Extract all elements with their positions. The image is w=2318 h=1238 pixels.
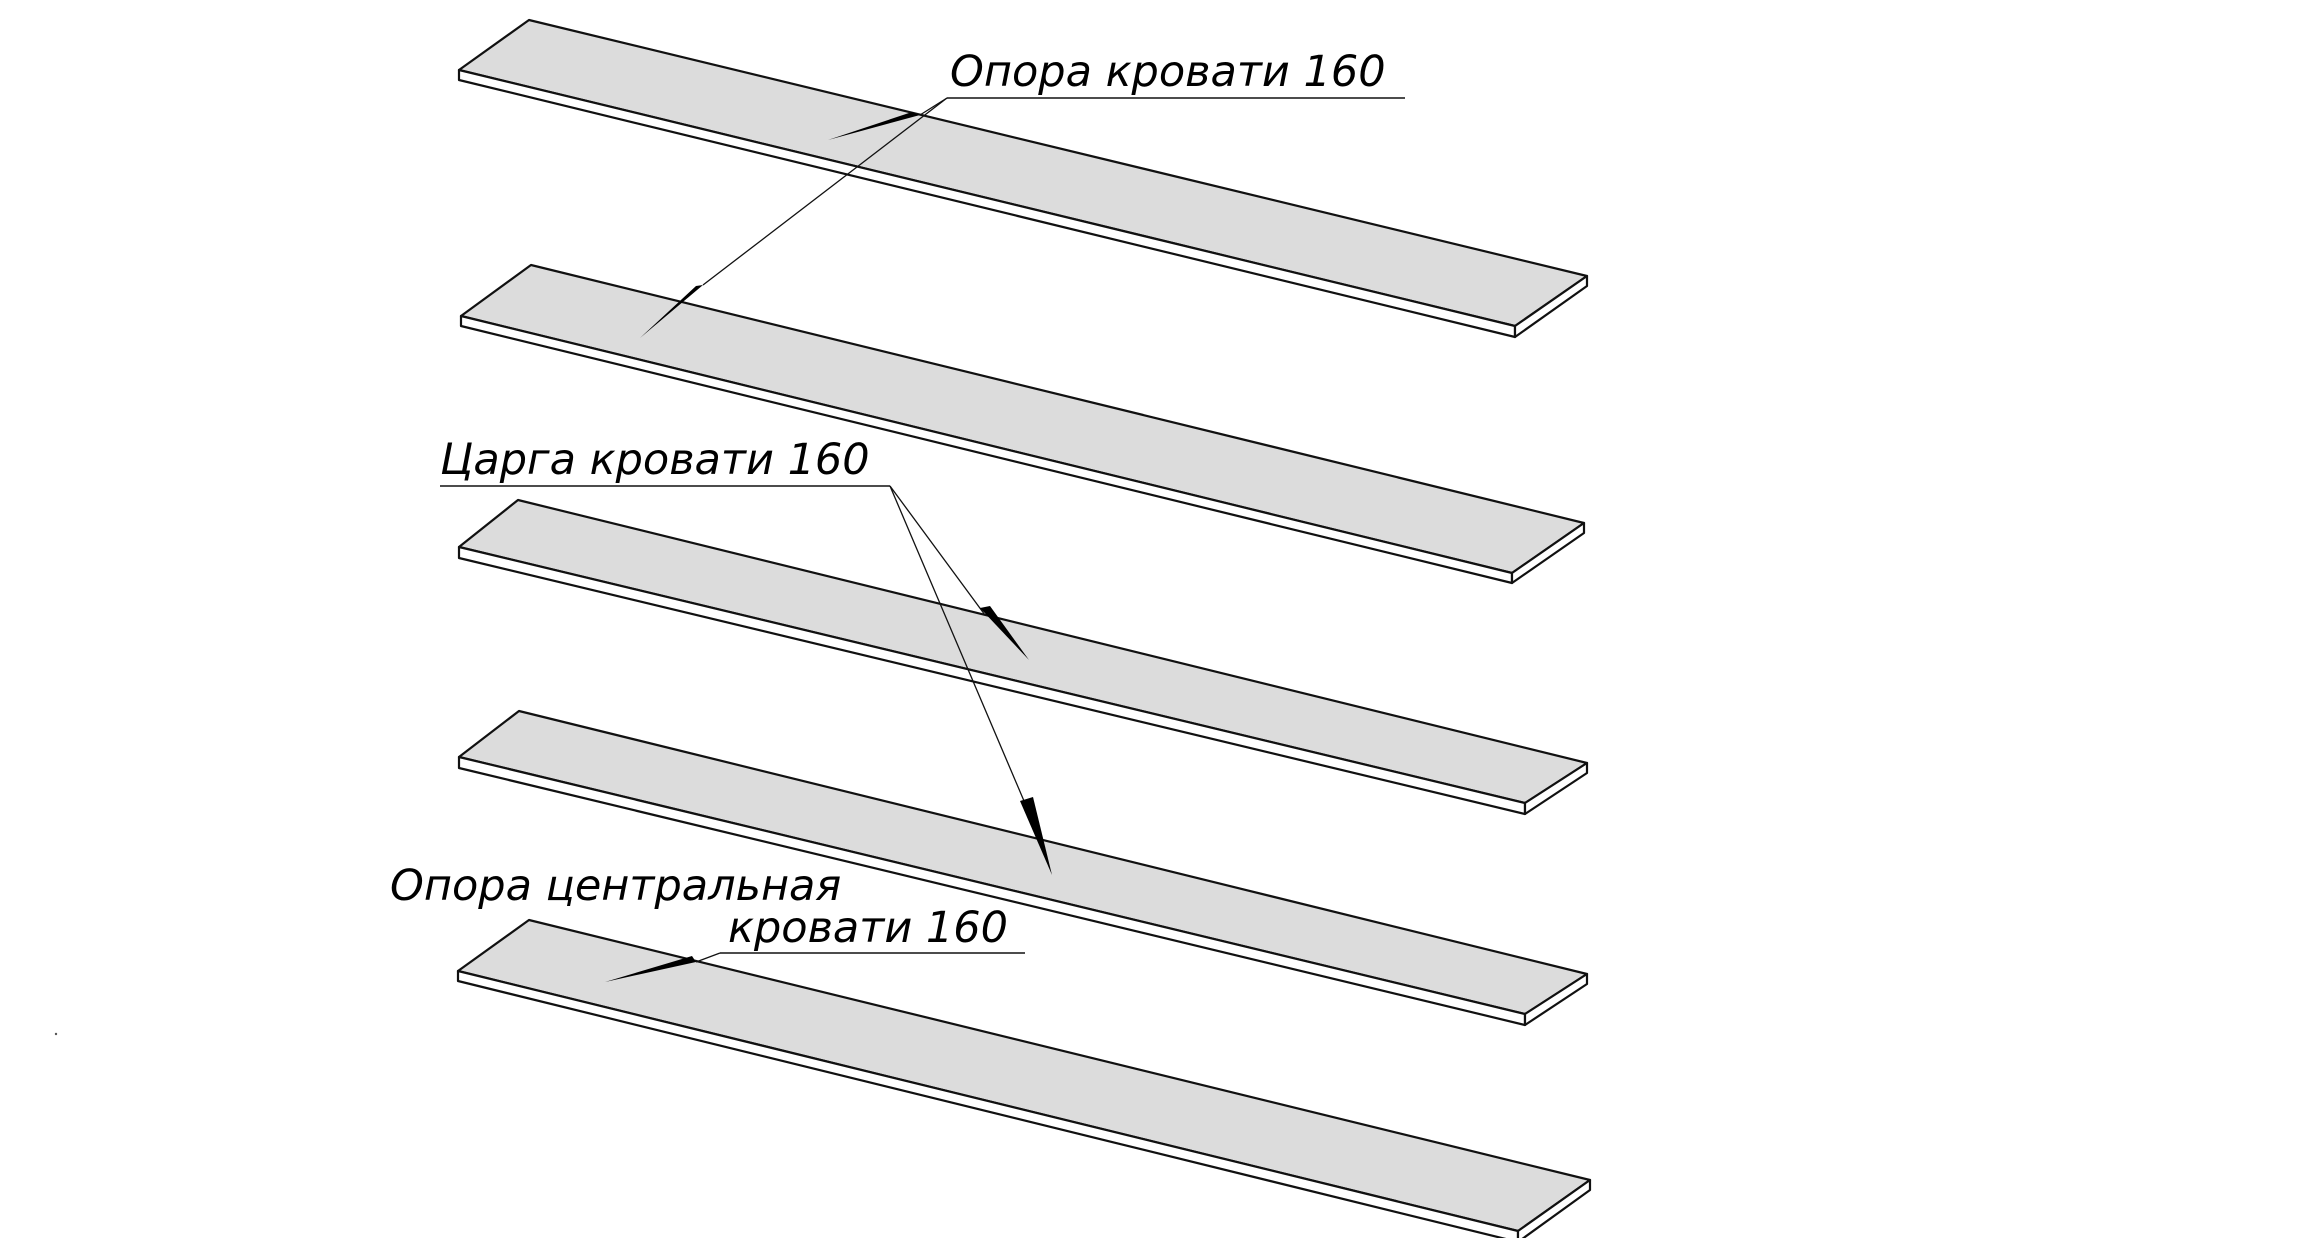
arrowhead xyxy=(640,285,703,338)
leader-line xyxy=(889,485,986,616)
callout-center-support: Опора центральная кровати 160 xyxy=(390,861,1025,982)
plank-4 xyxy=(457,709,1589,1027)
plank-2 xyxy=(459,263,1586,585)
label-center-support-line2: кровати 160 xyxy=(728,903,1008,953)
leader-line xyxy=(695,952,721,963)
plank-1 xyxy=(457,18,1589,339)
arrowhead xyxy=(1020,797,1052,875)
leader-line xyxy=(889,485,1028,809)
label-side-rail: Царга кровати 160 xyxy=(440,435,870,485)
callout-support: Опора кровати 160 xyxy=(640,47,1405,338)
label-support: Опора кровати 160 xyxy=(950,47,1386,97)
leader-line xyxy=(702,97,948,286)
callout-side-rail: Царга кровати 160 xyxy=(440,435,1052,875)
label-center-support-line1: Опора центральная xyxy=(390,861,841,911)
arrowhead xyxy=(605,956,696,982)
plank-3 xyxy=(457,498,1589,816)
plank-5 xyxy=(456,918,1592,1238)
stray-dot xyxy=(54,1032,58,1036)
arrowhead xyxy=(828,112,920,140)
arrowhead xyxy=(980,606,1029,660)
